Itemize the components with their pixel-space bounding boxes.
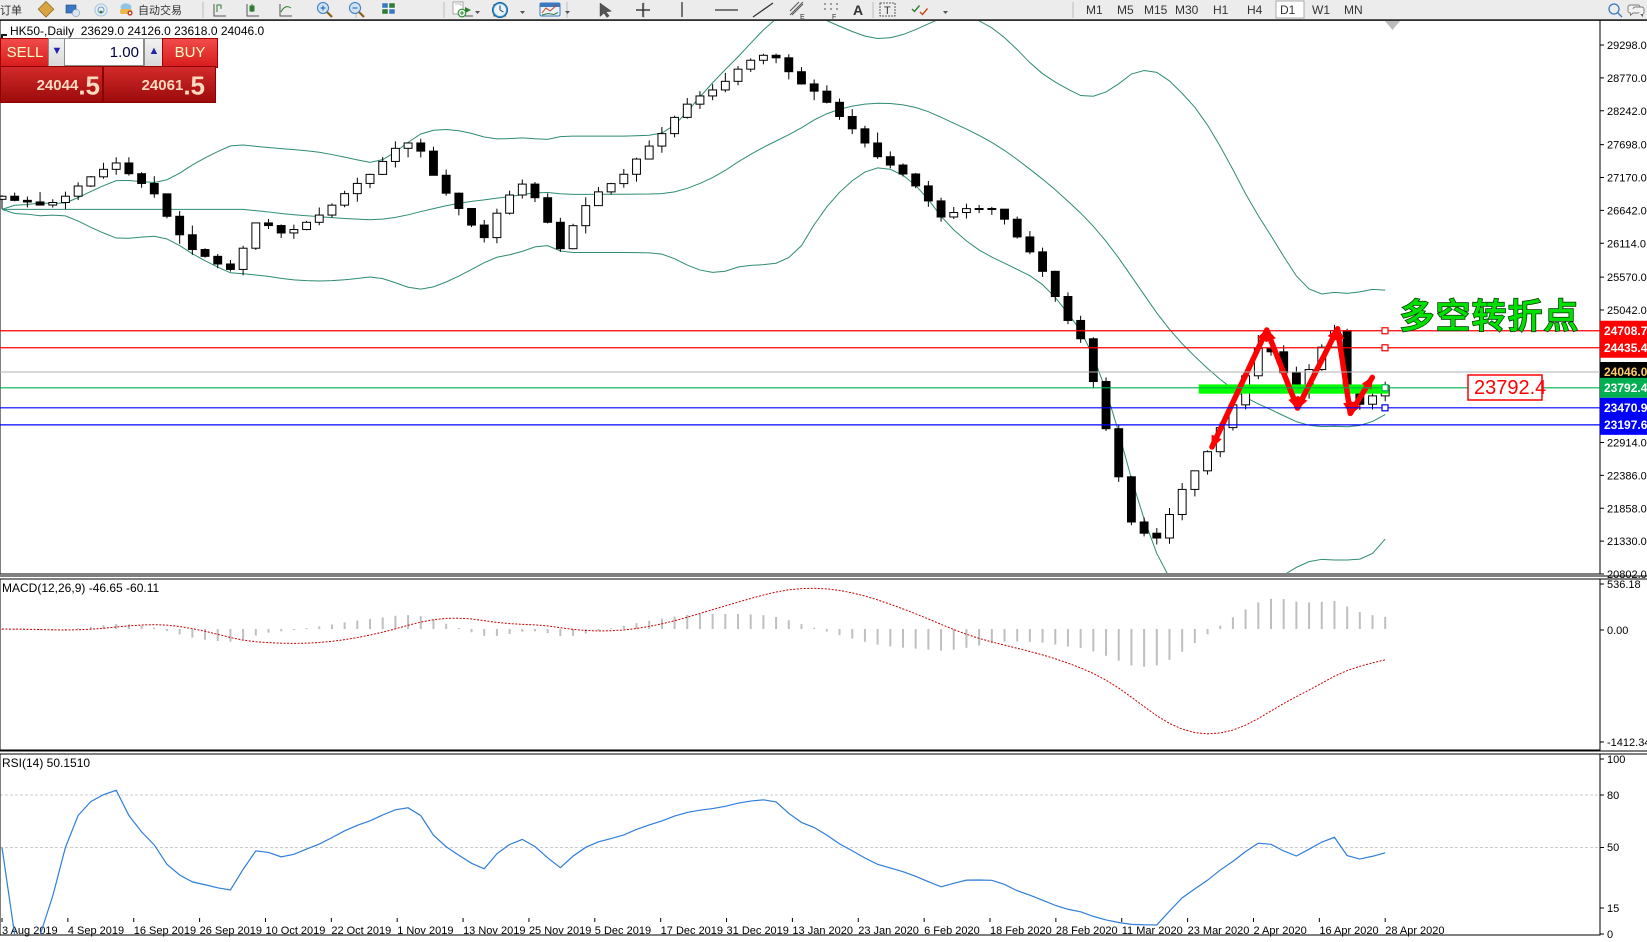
svg-text:28242.0: 28242.0 xyxy=(1607,106,1647,118)
svg-text:24046.0: 24046.0 xyxy=(1604,365,1647,379)
svg-text:0.00: 0.00 xyxy=(1607,625,1628,637)
svg-text:MACD(12,26,9) -46.65 -60.11: MACD(12,26,9) -46.65 -60.11 xyxy=(2,581,160,595)
svg-text:80: 80 xyxy=(1607,790,1619,802)
svg-text:536.18: 536.18 xyxy=(1607,579,1641,591)
svg-text:-1412.34: -1412.34 xyxy=(1607,737,1647,749)
svg-text:15: 15 xyxy=(1607,903,1619,915)
svg-text:25570.0: 25570.0 xyxy=(1607,272,1647,284)
svg-text:100: 100 xyxy=(1607,754,1625,766)
svg-text:27698.0: 27698.0 xyxy=(1607,140,1647,152)
svg-text:23197.6: 23197.6 xyxy=(1604,418,1647,432)
svg-text:50: 50 xyxy=(1607,842,1619,854)
svg-text:RSI(14) 50.1510: RSI(14) 50.1510 xyxy=(2,756,90,770)
svg-text:多空转折点: 多空转折点 xyxy=(1400,298,1580,336)
svg-text:29298.0: 29298.0 xyxy=(1607,40,1647,52)
svg-text:28770.0: 28770.0 xyxy=(1607,73,1647,85)
svg-text:23470.9: 23470.9 xyxy=(1604,401,1647,415)
svg-text:24708.7: 24708.7 xyxy=(1604,324,1647,338)
svg-text:21330.0: 21330.0 xyxy=(1607,536,1647,548)
svg-text:26114.0: 26114.0 xyxy=(1607,238,1646,250)
svg-text:23792.4: 23792.4 xyxy=(1604,381,1647,395)
svg-text:22386.0: 22386.0 xyxy=(1607,470,1647,482)
svg-text:26642.0: 26642.0 xyxy=(1607,205,1647,217)
svg-text:27170.0: 27170.0 xyxy=(1607,173,1647,185)
svg-text:23792.4: 23792.4 xyxy=(1474,377,1546,399)
svg-text:24435.4: 24435.4 xyxy=(1604,341,1647,355)
svg-text:22914.0: 22914.0 xyxy=(1607,438,1647,450)
svg-text:21858.0: 21858.0 xyxy=(1607,503,1647,515)
svg-text:0: 0 xyxy=(1607,929,1613,941)
svg-text:25042.0: 25042.0 xyxy=(1607,305,1647,317)
